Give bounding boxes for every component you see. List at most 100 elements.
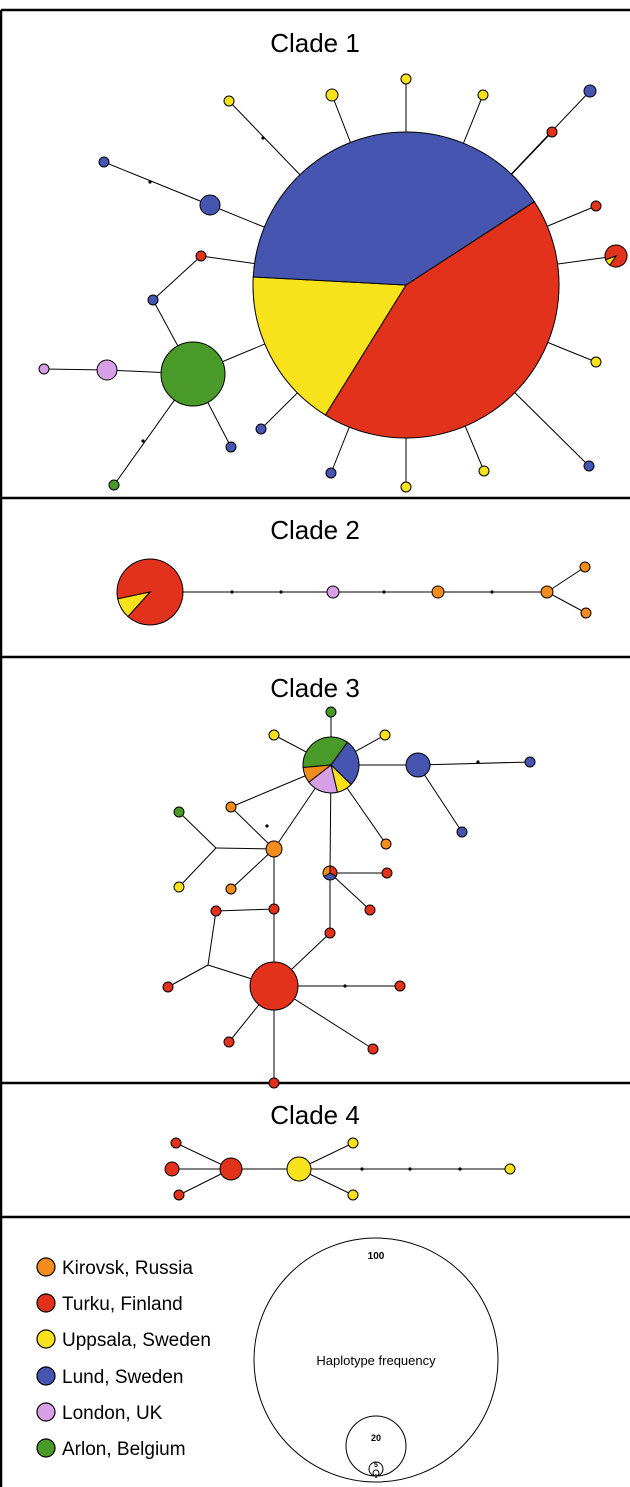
haplotype-node bbox=[325, 88, 339, 102]
clade1-turku-uppsala-haplotype bbox=[604, 244, 628, 268]
panel-frames bbox=[0, 8, 630, 1487]
node-slice-kirovsk bbox=[322, 865, 331, 878]
haplotype-node bbox=[456, 826, 468, 838]
node-fill-turku bbox=[249, 961, 299, 1011]
node-fill-uppsala bbox=[504, 1163, 516, 1175]
haplotype-node bbox=[546, 126, 558, 138]
legend-swatch-kirovsk bbox=[36, 1257, 56, 1277]
node-fill-turku bbox=[219, 1157, 243, 1181]
legend: Kirovsk, Russia Turku, Finland Uppsala, … bbox=[36, 1237, 499, 1483]
node-fill-uppsala bbox=[347, 1189, 359, 1201]
haplotype-node bbox=[400, 481, 412, 493]
legend-swatch-uppsala bbox=[36, 1329, 56, 1349]
node-fill-turku bbox=[268, 1077, 280, 1089]
network-link bbox=[546, 591, 587, 614]
haplotype-node bbox=[394, 980, 406, 992]
node-fill-turku bbox=[381, 867, 393, 879]
haplotype-node bbox=[225, 801, 237, 813]
legend-label-london: London, UK bbox=[62, 1403, 163, 1424]
clade1-london-haplotype bbox=[96, 359, 118, 381]
haplotype-node bbox=[38, 363, 50, 375]
node-fill-uppsala bbox=[325, 88, 339, 102]
node-fill-arlon bbox=[108, 479, 120, 491]
node-slice-turku bbox=[324, 200, 560, 439]
node-fill-turku bbox=[394, 980, 406, 992]
scale-label-5: 5 bbox=[374, 1462, 378, 1469]
clade4-turku-haplotype bbox=[219, 1157, 243, 1181]
haplotype-node bbox=[590, 356, 602, 368]
network-link bbox=[417, 761, 531, 766]
node-slice-uppsala bbox=[252, 276, 407, 416]
clade3-lund-haplotype bbox=[405, 752, 431, 778]
network-link bbox=[152, 255, 202, 301]
network-link bbox=[417, 764, 463, 833]
legend-label-lund: Lund, Sweden bbox=[62, 1367, 184, 1388]
median-vector-dot bbox=[408, 1167, 412, 1171]
node-slice-arlon bbox=[302, 736, 349, 768]
frequency-scale bbox=[253, 1237, 499, 1483]
legend-swatch-arlon bbox=[36, 1438, 56, 1458]
legend-label-uppsala: Uppsala, Sweden bbox=[62, 1330, 211, 1351]
clade-1-title: Clade 1 bbox=[270, 28, 360, 58]
haplotype-node bbox=[162, 981, 174, 993]
node-fill-turku bbox=[546, 126, 558, 138]
median-vector-dot bbox=[343, 984, 347, 988]
haplotype-node bbox=[98, 156, 110, 168]
network-link bbox=[103, 161, 211, 206]
node-fill-uppsala bbox=[286, 1156, 312, 1182]
node-fill-lund bbox=[325, 467, 337, 479]
node-slice-kirovsk bbox=[302, 764, 333, 783]
network-link bbox=[43, 368, 108, 371]
haplotype-node bbox=[580, 607, 592, 619]
haplotype-node bbox=[324, 927, 336, 939]
clade1-lund-haplotype bbox=[199, 194, 221, 216]
haplotype-node bbox=[173, 1189, 185, 1201]
haplotype-node bbox=[583, 460, 595, 472]
legend-item-arlon: Arlon, Belgium bbox=[36, 1438, 186, 1460]
network-link bbox=[546, 566, 586, 593]
node-fill-lund bbox=[255, 423, 267, 435]
node-fill-kirovsk bbox=[265, 840, 283, 858]
median-vector-dot bbox=[490, 590, 494, 594]
node-fill-kirovsk bbox=[580, 607, 592, 619]
legend-item-turku: Turku, Finland bbox=[36, 1293, 183, 1315]
scale-title: Haplotype frequency bbox=[316, 1353, 436, 1368]
clade-4-title: Clade 4 bbox=[270, 1100, 360, 1130]
node-fill-lund bbox=[225, 441, 237, 453]
haplotype-node bbox=[400, 73, 412, 85]
node-fill-kirovsk bbox=[225, 801, 237, 813]
network-link bbox=[329, 872, 371, 911]
haplotype-node bbox=[225, 883, 237, 895]
clade2-central-haplotype bbox=[116, 558, 184, 626]
scale-label-100: 100 bbox=[368, 1251, 385, 1262]
node-fill-kirovsk bbox=[579, 561, 591, 573]
clade1-arlon-haplotype bbox=[160, 341, 226, 407]
haplotype-node bbox=[477, 89, 489, 101]
clade1-central-haplotype bbox=[252, 131, 560, 439]
legend-label-turku: Turku, Finland bbox=[62, 1294, 183, 1315]
haplotype-node bbox=[347, 1189, 359, 1201]
node-fill-lund bbox=[147, 294, 159, 306]
node-fill-lund bbox=[524, 756, 536, 768]
haplotype-node bbox=[590, 200, 602, 212]
haplotype-node bbox=[210, 905, 222, 917]
median-vector-dot bbox=[261, 136, 265, 140]
haplotype-node bbox=[164, 1161, 180, 1177]
node-fill-uppsala bbox=[400, 481, 412, 493]
node-fill-lund bbox=[583, 460, 595, 472]
haplotype-node bbox=[170, 1137, 182, 1149]
legend-swatch-lund bbox=[36, 1366, 56, 1386]
scale-circle-100 bbox=[253, 1237, 499, 1483]
node-fill-uppsala bbox=[223, 95, 235, 107]
legend-item-kirovsk: Kirovsk, Russia bbox=[36, 1257, 193, 1279]
median-vector-dot bbox=[141, 439, 145, 443]
haplotype-node bbox=[173, 881, 185, 893]
haplotype-node bbox=[268, 903, 280, 915]
node-fill-uppsala bbox=[173, 881, 185, 893]
node-fill-turku bbox=[590, 200, 602, 212]
haplotype-node bbox=[524, 756, 536, 768]
legend-item-lund: Lund, Sweden bbox=[36, 1366, 184, 1388]
scale-circle-1 bbox=[372, 1469, 380, 1477]
haplotype-node bbox=[381, 867, 393, 879]
